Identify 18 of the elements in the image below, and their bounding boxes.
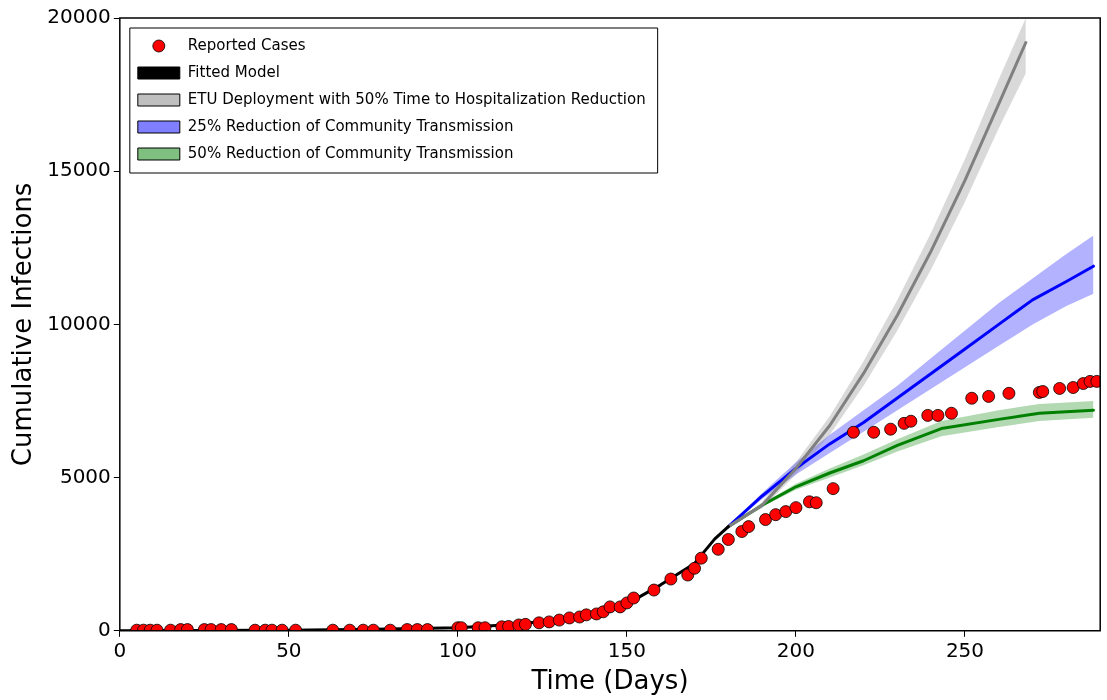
x-tick-label: 50 xyxy=(276,638,302,662)
legend-label: 25% Reduction of Community Transmission xyxy=(187,116,514,135)
x-tick-label: 150 xyxy=(607,638,647,662)
y-axis-title: Cumulative Infections xyxy=(7,182,38,467)
legend-label: Reported Cases xyxy=(187,35,306,54)
y-tick-label: 20000 xyxy=(47,4,111,29)
x-tick-label: 200 xyxy=(776,638,816,662)
x-tick-label: 100 xyxy=(438,638,477,662)
x-tick-label: 250 xyxy=(945,638,985,662)
y-tick-label: 5000 xyxy=(59,463,111,488)
legend-label: ETU Deployment with 50% Time to Hospitalization Reduction xyxy=(187,89,646,108)
x-axis-title: Time (Days) xyxy=(530,665,689,696)
legend-label: 50% Reduction of Community Transmission xyxy=(187,143,514,162)
y-tick-label: 10000 xyxy=(47,310,111,335)
y-tick-label: 15000 xyxy=(47,157,111,182)
y-tick-label: 0 xyxy=(98,617,111,641)
legend-label: Fitted Model xyxy=(187,62,280,81)
x-tick-label: 0 xyxy=(113,638,127,662)
